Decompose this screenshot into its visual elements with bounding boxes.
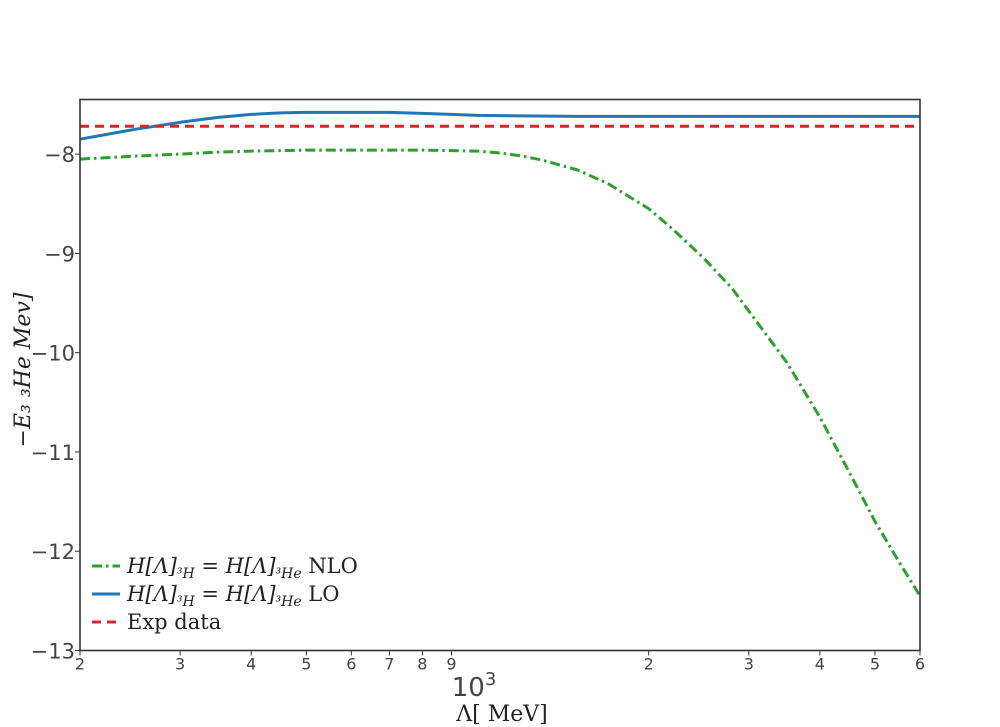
x-decade-exponent: 3 (485, 669, 496, 690)
x-axis-title: Λ[ MeV] (455, 702, 547, 727)
legend-label-2: H[Λ]³H = H[Λ]³He LO (126, 582, 339, 610)
y-axis-ticks: −8 −9 −10 −11 −12 −13 (31, 143, 80, 664)
x-tick-label: 7 (384, 655, 394, 674)
series-line-1 (79, 148, 922, 597)
y-tick-label: −13 (31, 640, 75, 664)
x-tick-label: 6 (346, 655, 356, 674)
y-tick-label: −12 (31, 540, 75, 564)
x-tick-label: 3 (744, 655, 754, 674)
x-tick-label: 3 (175, 655, 185, 674)
x-tick-label: 9 (446, 655, 456, 674)
x-tick-label: 6 (915, 655, 925, 674)
x-tick-label: 5 (870, 655, 880, 674)
x-tick-label: 4 (815, 655, 825, 674)
y-tick-label: −9 (44, 242, 75, 266)
y-tick-label: −10 (31, 342, 75, 366)
x-tick-label: 4 (246, 655, 256, 674)
legend-label-1: H[Λ]³H = H[Λ]³He NLO (126, 554, 358, 582)
x-tick-label: 2 (75, 655, 85, 674)
series-layer (79, 110, 922, 597)
x-decade-base: 10 (452, 673, 485, 703)
legend-label-3: Exp data (127, 610, 221, 634)
y-axis-title: −E₃ ₃He Mev] (11, 292, 36, 447)
plot-frame (79, 98, 921, 652)
x-tick-label: 8 (417, 655, 427, 674)
y-tick-label: −8 (44, 143, 75, 167)
x-decade-label: 103 (452, 669, 497, 703)
x-tick-label: 2 (644, 655, 654, 674)
y-tick-label: −11 (31, 441, 75, 465)
x-tick-label: 5 (301, 655, 311, 674)
series-line-2 (79, 110, 920, 141)
